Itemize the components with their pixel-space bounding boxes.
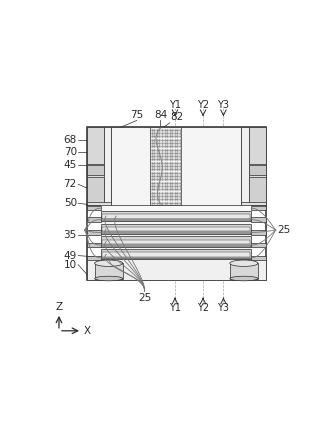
Bar	[87, 258, 266, 280]
Text: 45: 45	[63, 160, 77, 170]
Bar	[241, 127, 249, 202]
Text: 70: 70	[64, 148, 77, 157]
Bar	[102, 240, 250, 244]
Text: 35: 35	[63, 230, 77, 240]
Bar	[101, 237, 251, 247]
Bar	[150, 127, 181, 205]
Bar	[87, 256, 101, 260]
Bar	[101, 249, 251, 260]
Bar	[251, 218, 266, 222]
Bar	[87, 165, 104, 175]
Text: 84: 84	[154, 110, 167, 120]
Ellipse shape	[230, 276, 258, 281]
Bar	[111, 127, 241, 205]
Bar	[251, 243, 266, 248]
Bar	[101, 211, 251, 221]
Text: 50: 50	[64, 198, 77, 208]
Text: 25: 25	[277, 225, 290, 235]
Text: X: X	[83, 326, 90, 336]
Text: 49: 49	[63, 251, 77, 260]
Bar	[87, 127, 111, 205]
Bar	[102, 227, 250, 231]
Text: Y3: Y3	[217, 100, 229, 110]
Text: Y2: Y2	[197, 100, 209, 110]
Bar	[251, 256, 266, 260]
Text: Y1: Y1	[169, 303, 181, 313]
Bar	[101, 205, 251, 280]
Text: 72: 72	[63, 179, 77, 189]
Text: 25: 25	[138, 292, 151, 303]
Bar	[87, 206, 101, 210]
Bar	[87, 127, 266, 280]
Text: Y1: Y1	[169, 100, 181, 110]
Bar	[241, 127, 266, 205]
Bar	[101, 232, 251, 234]
Text: 10: 10	[64, 260, 77, 269]
Text: Y2: Y2	[197, 303, 209, 313]
Bar	[104, 127, 111, 202]
Ellipse shape	[95, 260, 123, 266]
Bar	[102, 252, 250, 257]
Text: 75: 75	[130, 110, 143, 120]
Text: Z: Z	[55, 302, 63, 312]
Bar	[101, 257, 251, 260]
Bar	[87, 243, 101, 248]
Bar	[251, 206, 266, 210]
Bar	[101, 224, 251, 234]
Bar	[101, 245, 251, 247]
Text: 68: 68	[63, 135, 77, 144]
Bar	[249, 165, 266, 175]
Bar	[101, 219, 251, 221]
Bar	[87, 230, 101, 235]
Bar	[102, 214, 250, 218]
Ellipse shape	[95, 276, 123, 281]
Bar	[95, 263, 123, 279]
Bar	[87, 127, 104, 164]
Bar	[230, 263, 258, 279]
Bar	[87, 218, 101, 222]
Bar	[87, 177, 104, 202]
Bar	[249, 177, 266, 202]
Bar	[249, 127, 266, 164]
Ellipse shape	[230, 260, 258, 266]
Bar	[251, 230, 266, 235]
Text: 82: 82	[170, 112, 183, 122]
Text: Y3: Y3	[217, 303, 229, 313]
